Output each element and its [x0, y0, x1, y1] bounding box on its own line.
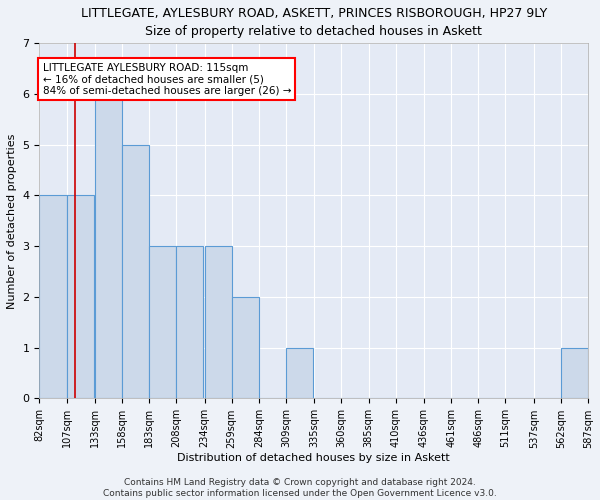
Title: LITTLEGATE, AYLESBURY ROAD, ASKETT, PRINCES RISBOROUGH, HP27 9LY
Size of propert: LITTLEGATE, AYLESBURY ROAD, ASKETT, PRIN… [80, 7, 547, 38]
Bar [40, 196, 67, 398]
Bar [232, 297, 259, 398]
Bar [176, 246, 203, 398]
Text: Contains HM Land Registry data © Crown copyright and database right 2024.
Contai: Contains HM Land Registry data © Crown c… [103, 478, 497, 498]
Text: LITTLEGATE AYLESBURY ROAD: 115sqm
← 16% of detached houses are smaller (5)
84% o: LITTLEGATE AYLESBURY ROAD: 115sqm ← 16% … [43, 62, 291, 96]
Y-axis label: Number of detached properties: Number of detached properties [7, 133, 17, 308]
Bar [122, 144, 149, 398]
X-axis label: Distribution of detached houses by size in Askett: Distribution of detached houses by size … [178, 453, 450, 463]
Bar [286, 348, 313, 399]
Bar [67, 196, 94, 398]
Bar [149, 246, 176, 398]
Bar [561, 348, 588, 399]
Bar [205, 246, 232, 398]
Bar [95, 94, 122, 398]
